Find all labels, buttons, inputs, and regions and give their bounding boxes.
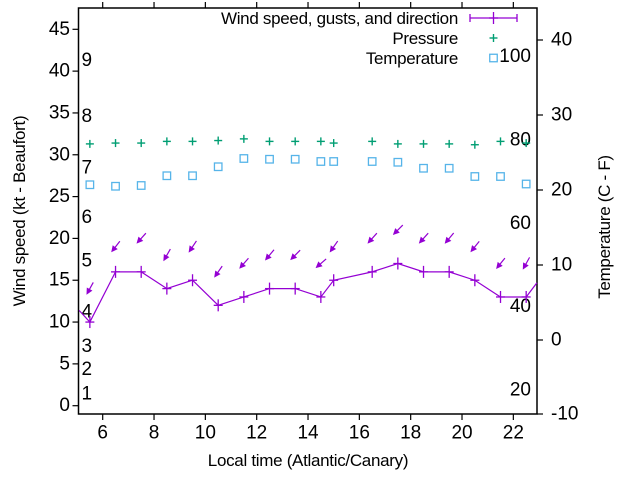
tick-label: 6 [82, 207, 93, 228]
tick-label: 2 [82, 359, 93, 380]
tick-label: 40 [551, 30, 572, 51]
temperature-series [85, 154, 531, 191]
tick-label: 100 [499, 46, 531, 67]
tick-label: 35 [49, 102, 70, 123]
tick-label: 18 [400, 423, 421, 444]
x-axis-title: Local time (Atlantic/Canary) [207, 451, 409, 470]
legend-item-wind: Wind speed, gusts, and direction [220, 9, 458, 28]
tick-label: 0 [551, 330, 562, 351]
tick-label: 9 [82, 50, 93, 71]
x-axis-ticks: 6 8 10 12 14 16 18 20 22 [97, 2, 524, 444]
legend: Wind speed, gusts, and direction Pressur… [221, 9, 458, 69]
legend-item-pressure: Pressure [392, 29, 458, 48]
tick-label: 20 [49, 228, 70, 249]
tick-label: 5 [82, 250, 93, 271]
legend-item-temperature: Temperature [365, 49, 458, 68]
tick-label: 20 [510, 380, 531, 401]
tick-label: 6 [97, 423, 108, 444]
tick-label: 60 [510, 213, 531, 234]
tick-label: 22 [503, 423, 524, 444]
tick-label: 3 [82, 336, 93, 357]
tick-label: 5 [59, 353, 70, 374]
y-axis-title: Wind speed (kt - Beaufort) [10, 115, 29, 307]
wind-direction-arrows [86, 224, 531, 295]
tick-label: 20 [551, 180, 572, 201]
fahrenheit-inner-labels: 20 40 60 80 100 [499, 46, 531, 400]
tick-label: 1 [82, 383, 93, 404]
pressure-series [85, 134, 531, 149]
tick-label: 12 [246, 423, 267, 444]
tick-label: 15 [49, 270, 70, 291]
tick-label: 14 [297, 423, 319, 444]
tick-label: 0 [59, 395, 70, 416]
tick-label: 30 [49, 144, 70, 165]
tick-label: 20 [451, 423, 472, 444]
tick-label: 16 [349, 423, 370, 444]
y-right-ticks: -10 0 10 20 30 40 [537, 30, 578, 425]
tick-label: 10 [49, 312, 70, 333]
legend-samples [469, 12, 518, 63]
y2-axis-title: Temperature (C - F) [595, 155, 614, 299]
tick-label: 30 [551, 105, 572, 126]
tick-label: 4 [82, 302, 93, 323]
wind-series [78, 257, 538, 329]
tick-label: 8 [82, 106, 93, 127]
tick-label: 10 [195, 423, 216, 444]
tick-label: 45 [49, 19, 70, 40]
tick-label: 7 [82, 158, 93, 179]
tick-label: -10 [551, 404, 578, 425]
tick-label: 25 [49, 186, 70, 207]
tick-label: 40 [49, 61, 70, 82]
tick-label: 80 [510, 130, 531, 151]
y-left-ticks: 0 5 10 15 20 25 30 35 40 45 [49, 19, 79, 416]
tick-label: 10 [551, 255, 572, 276]
tick-label: 40 [510, 296, 531, 317]
tick-label: 8 [149, 423, 160, 444]
